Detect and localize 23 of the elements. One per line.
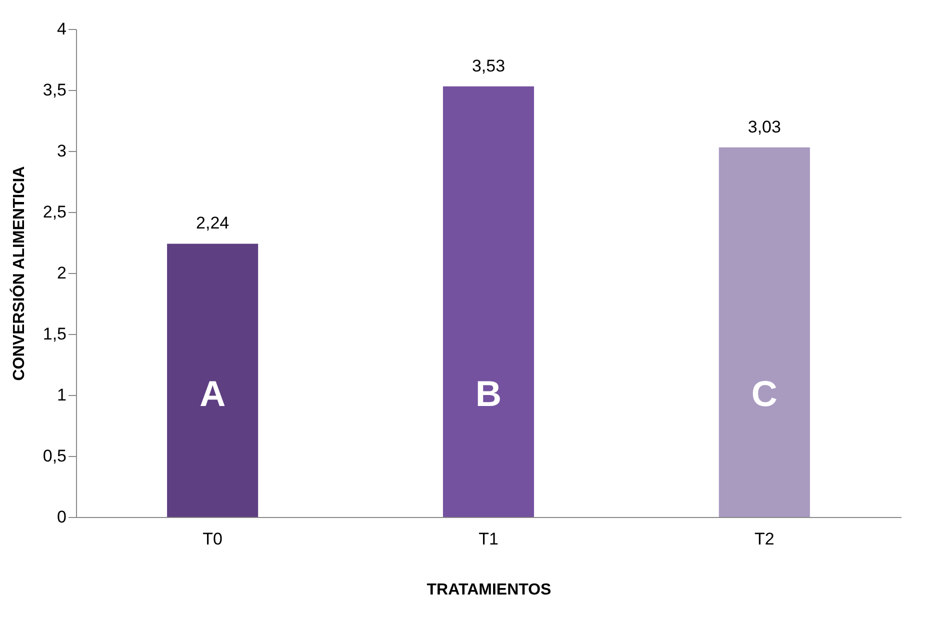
- data-label: 3,03: [748, 117, 781, 136]
- y-tick-label: 3: [57, 142, 66, 160]
- y-tick-label: 1,5: [42, 324, 66, 344]
- y-tick-label: 2,5: [42, 202, 66, 222]
- y-axis-title: CONVERSIÓN ALIMENTICIA: [8, 166, 28, 381]
- x-tick-label: T1: [478, 530, 498, 548]
- data-label: 3,53: [472, 56, 506, 76]
- y-tick-label: 2: [57, 264, 66, 282]
- x-tick-label: T0: [202, 530, 222, 548]
- y-tick-label: 3,5: [42, 80, 66, 100]
- y-tick-label: 0: [57, 508, 66, 526]
- data-label: 2,24: [196, 214, 230, 233]
- x-tick-label: T2: [754, 530, 774, 548]
- bar: [442, 86, 534, 517]
- bar: [718, 147, 810, 517]
- annotation: B: [476, 373, 502, 414]
- bar: [167, 244, 258, 517]
- y-tick-label: 0,5: [42, 446, 66, 466]
- annotation: A: [200, 373, 226, 414]
- y-tick-label: 4: [57, 20, 66, 38]
- y-tick-label: 1: [57, 386, 66, 404]
- annotation: C: [751, 373, 778, 414]
- x-axis-title: TRATAMIENTOS: [426, 582, 552, 598]
